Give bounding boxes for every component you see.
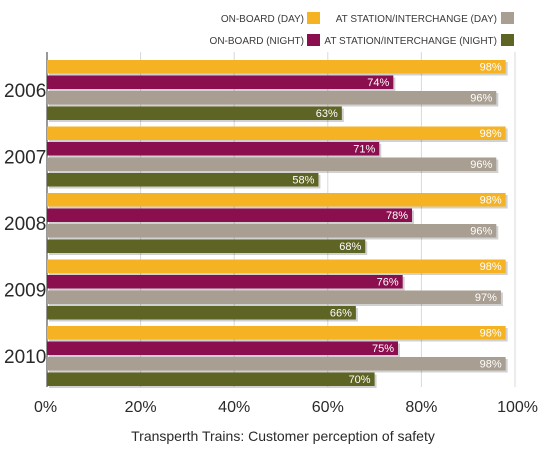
x-tick-label: 60%: [312, 399, 344, 416]
year-labels: 2006 2007 2008 2009 2010: [4, 81, 46, 368]
data-label: 98%: [480, 359, 502, 371]
legend-label: ON-BOARD (NIGHT): [210, 36, 304, 47]
x-tick-label: 40%: [218, 399, 250, 416]
bar-2010-series-4: [47, 372, 375, 386]
year-label: 2008: [4, 214, 46, 235]
legend-label: AT STATION/INTERCHANGE (DAY): [336, 14, 497, 25]
data-label: 98%: [480, 195, 502, 207]
data-label: 97%: [475, 292, 497, 304]
bar-2008-series-2: [47, 208, 413, 222]
data-label: 76%: [377, 277, 399, 289]
bar-2009-series-1: [47, 259, 506, 273]
bar-2009-series-4: [47, 306, 356, 320]
bar-2007-series-4: [47, 173, 319, 187]
bars: 98% 74% 96% 63% 98% 71% 96% 58% 98% 78% 96% 68% 98% 7…: [47, 60, 508, 388]
data-label: 68%: [339, 241, 361, 253]
bar-2010-series-2: [47, 341, 398, 355]
data-label: 98%: [480, 261, 502, 273]
data-label: 71%: [353, 144, 375, 156]
bar-2006-series-1: [47, 60, 506, 74]
chart-title: Transperth Trains: Customer perception o…: [131, 428, 435, 444]
data-label: 75%: [372, 343, 394, 355]
data-label: 98%: [480, 128, 502, 140]
bar-2010-series-3: [47, 357, 506, 371]
year-label: 2007: [4, 148, 46, 169]
bar-2008-series-1: [47, 193, 506, 207]
data-label: 96%: [470, 93, 492, 105]
data-label: 96%: [470, 159, 492, 171]
data-label: 98%: [480, 62, 502, 74]
data-label: 66%: [330, 308, 352, 320]
bar-2007-series-3: [47, 157, 497, 171]
bar-2009-series-2: [47, 275, 403, 289]
bar-2010-series-1: [47, 326, 506, 340]
year-label: 2009: [4, 281, 46, 302]
x-tick-label: 0%: [34, 399, 57, 416]
year-label: 2006: [4, 81, 46, 102]
bar-2008-series-4: [47, 239, 366, 253]
x-tick-label: 20%: [125, 399, 157, 416]
data-label: 63%: [316, 108, 338, 120]
x-tick-labels: 0% 20% 40% 60% 80% 100%: [34, 399, 538, 416]
x-tick-label: 100%: [497, 399, 538, 416]
bar-2007-series-1: [47, 126, 506, 140]
legend-swatch: [501, 34, 514, 46]
legend: ON-BOARD (DAY) ON-BOARD (NIGHT) AT STATION…: [210, 12, 514, 47]
legend-label: AT STATION/INTERCHANGE (NIGHT): [324, 36, 497, 47]
bar-2006-series-2: [47, 75, 394, 89]
legend-swatch: [307, 12, 320, 24]
bar-2009-series-3: [47, 290, 501, 304]
legend-label: ON-BOARD (DAY): [221, 14, 304, 25]
data-label: 98%: [480, 328, 502, 340]
data-label: 70%: [349, 374, 371, 386]
data-label: 96%: [470, 226, 492, 238]
legend-swatch: [307, 34, 320, 46]
x-tick-label: 80%: [405, 399, 437, 416]
bar-2008-series-3: [47, 224, 497, 238]
bar-2006-series-4: [47, 106, 342, 120]
data-label: 78%: [386, 210, 408, 222]
data-label: 74%: [367, 77, 389, 89]
data-label: 58%: [292, 175, 314, 187]
legend-swatch: [501, 12, 514, 24]
bar-2006-series-3: [47, 91, 497, 105]
year-label: 2010: [4, 347, 46, 368]
bar-2007-series-2: [47, 142, 380, 156]
